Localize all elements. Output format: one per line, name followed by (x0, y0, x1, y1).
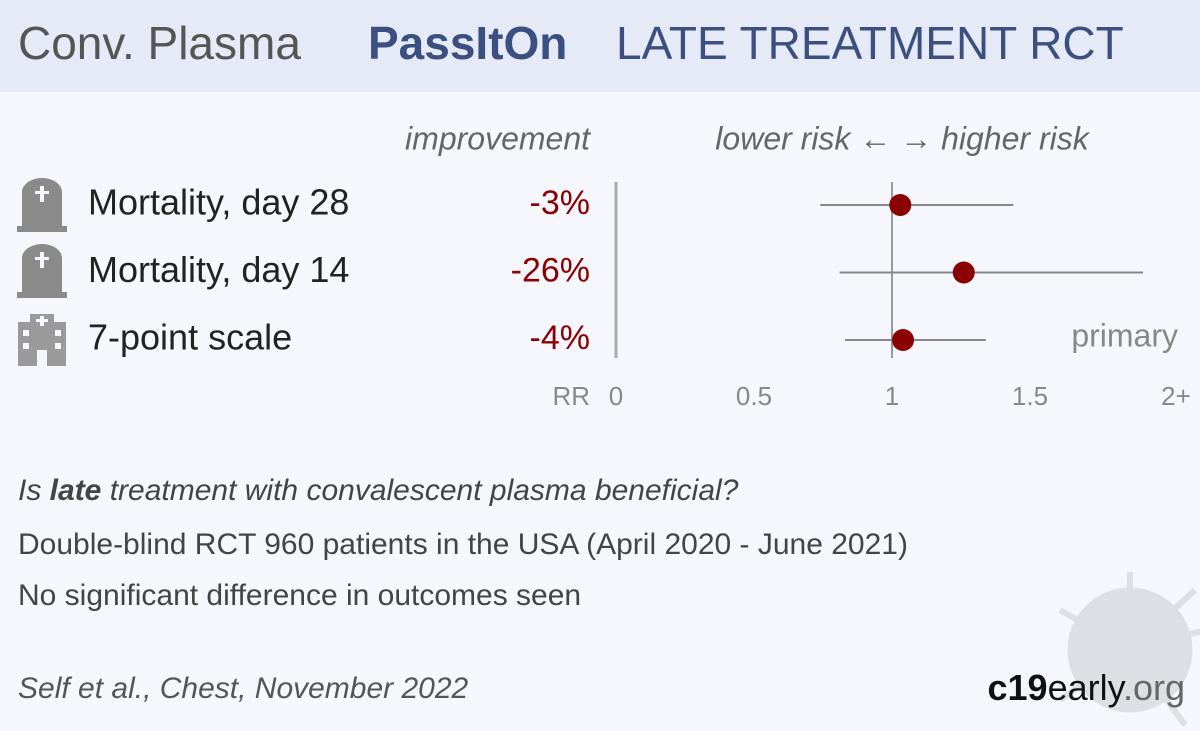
icon-tombstone (17, 178, 67, 232)
site: c19early.org (988, 667, 1185, 708)
site-bold: c19 (988, 667, 1048, 708)
trial: PassItOn (368, 17, 567, 69)
stage: LATE TREATMENT RCT (616, 17, 1124, 69)
point-estimate (892, 329, 915, 351)
question: Is late treatment with convalescent plas… (18, 474, 739, 507)
x-tick-label: 0.5 (736, 381, 772, 411)
result: No significant difference in outcomes se… (18, 579, 581, 612)
outcome-label: 7-point scale (88, 317, 292, 358)
design: Double-blind RCT 960 patients in the USA… (18, 528, 908, 561)
row-note: primary (1071, 317, 1178, 353)
virus-decoration (1058, 572, 1200, 727)
improvement-label: -3% (530, 184, 590, 222)
outcome-label: Mortality, day 28 (88, 182, 349, 223)
question-part: Is (18, 474, 50, 507)
x-tick-label: 1 (885, 381, 899, 411)
improvement-title: improvement (405, 120, 591, 156)
question-part: treatment with convalescent plasma benef… (101, 474, 738, 507)
site-tld: .org (1123, 667, 1185, 708)
outcome-label: Mortality, day 14 (88, 249, 349, 290)
icon-tombstone (17, 244, 67, 298)
x-tick-label: 1.5 (1012, 381, 1048, 411)
point-estimate (889, 194, 912, 216)
citation: Self et al., Chest, November 2022 (18, 672, 469, 705)
site-rest: early (1048, 667, 1126, 708)
x-tick-label: 2+ (1161, 381, 1191, 411)
improvement-label: -4% (530, 319, 590, 357)
drug: Conv. Plasma (18, 17, 301, 69)
header-band (0, 0, 1200, 92)
risk-title: lower risk ← → higher risk (715, 120, 1090, 156)
icon-hospital (18, 314, 66, 366)
x-axis-label: RR (552, 381, 590, 411)
improvement-label: -26% (511, 251, 590, 289)
x-tick-label: 0 (609, 381, 623, 411)
question-emphasis: late (50, 474, 102, 507)
point-estimate (952, 261, 975, 284)
